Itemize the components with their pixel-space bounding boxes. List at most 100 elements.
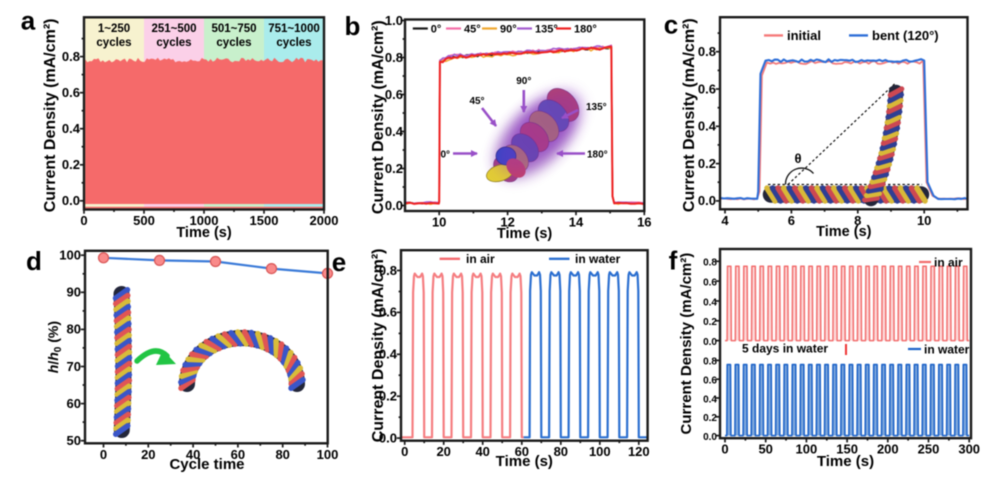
svg-text:in water: in water [924,343,970,357]
svg-text:0.6: 0.6 [385,87,403,102]
svg-text:0.6: 0.6 [379,305,397,320]
svg-text:80: 80 [554,444,568,459]
svg-text:Cycle time: Cycle time [169,456,244,473]
svg-text:Current Density (mA/cm²): Current Density (mA/cm²) [42,18,59,212]
svg-text:90°: 90° [500,24,517,36]
svg-text:8: 8 [854,213,861,228]
svg-text:16: 16 [637,215,651,230]
svg-text:0.4: 0.4 [385,124,404,139]
svg-text:0.0: 0.0 [62,193,80,208]
svg-text:0.8: 0.8 [385,50,403,65]
svg-text:501~750: 501~750 [211,23,256,35]
svg-text:Time (s): Time (s) [496,453,553,470]
svg-text:0.0: 0.0 [385,198,403,213]
svg-text:e: e [332,247,346,277]
svg-text:b: b [345,11,361,41]
svg-text:0.6: 0.6 [698,81,716,96]
svg-text:20: 20 [436,444,450,459]
svg-text:180°: 180° [587,150,608,161]
svg-text:100: 100 [796,442,818,457]
svg-text:Current Density (mA/cm²): Current Density (mA/cm²) [370,248,387,442]
svg-text:Time (s): Time (s) [817,453,874,470]
svg-text:cycles: cycles [156,37,191,49]
svg-text:300: 300 [958,442,980,457]
svg-text:100: 100 [589,444,611,459]
svg-text:0.0: 0.0 [698,193,716,208]
svg-text:0.8: 0.8 [379,263,397,278]
svg-text:40: 40 [186,447,200,462]
svg-text:50: 50 [67,433,81,448]
svg-text:90: 90 [67,285,81,300]
svg-text:0.2: 0.2 [62,157,80,172]
svg-text:0.8: 0.8 [62,49,80,64]
svg-text:0.0: 0.0 [703,432,717,443]
svg-text:0.2: 0.2 [703,413,717,424]
svg-text:θ: θ [794,151,801,166]
svg-text:0.2: 0.2 [385,161,403,176]
svg-text:0.6: 0.6 [703,376,717,387]
svg-text:0.8: 0.8 [698,44,716,59]
svg-text:initial: initial [787,28,821,43]
svg-text:0.6: 0.6 [703,277,717,288]
svg-text:0.4: 0.4 [703,297,717,308]
svg-text:12: 12 [500,215,514,230]
svg-text:0.8: 0.8 [703,357,717,368]
svg-text:20: 20 [141,447,155,462]
svg-text:Time (s): Time (s) [816,224,872,240]
svg-text:250: 250 [918,442,940,457]
svg-text:0.4: 0.4 [379,347,398,362]
svg-text:in water: in water [575,252,621,266]
svg-text:0: 0 [100,447,107,462]
svg-text:45°: 45° [469,96,484,107]
svg-text:in air: in air [934,256,963,270]
svg-text:2000: 2000 [310,213,339,228]
svg-text:d: d [26,246,42,276]
svg-text:100: 100 [317,447,339,462]
svg-text:60: 60 [515,444,529,459]
svg-text:60: 60 [231,447,245,462]
svg-text:0.8: 0.8 [703,258,717,269]
svg-text:150: 150 [836,442,858,457]
svg-text:Current Density (mA/cm²): Current Density (mA/cm²) [678,253,695,435]
svg-text:120: 120 [628,444,650,459]
svg-text:251~500: 251~500 [151,23,196,35]
svg-text:80: 80 [275,447,289,462]
svg-text:135°: 135° [586,102,607,113]
svg-text:Current Density (mA/cm²): Current Density (mA/cm²) [370,20,387,214]
svg-text:bent (120°): bent (120°) [872,28,939,43]
svg-text:1500: 1500 [250,213,279,228]
svg-text:0: 0 [80,213,87,228]
svg-text:1~250: 1~250 [98,23,130,35]
svg-text:751~1000: 751~1000 [268,23,320,35]
svg-text:0.0: 0.0 [703,337,717,348]
svg-text:135°: 135° [535,24,558,36]
svg-text:cycles: cycles [216,37,251,49]
svg-text:0.2: 0.2 [379,389,397,404]
svg-text:0: 0 [721,442,728,457]
svg-text:in air: in air [466,252,495,266]
svg-text:70: 70 [67,359,81,374]
svg-text:0.6: 0.6 [62,85,80,100]
svg-text:0°: 0° [431,24,442,36]
svg-text:h/h0 (%): h/h0 (%) [45,321,64,373]
svg-text:10: 10 [917,213,931,228]
svg-text:0.2: 0.2 [698,156,716,171]
svg-text:1000: 1000 [190,213,219,228]
svg-text:Current Density (mA/cm²): Current Density (mA/cm²) [681,18,698,212]
svg-text:cycles: cycles [96,37,131,49]
svg-text:10: 10 [432,215,446,230]
svg-text:100: 100 [59,248,81,263]
svg-text:0.2: 0.2 [703,317,717,328]
svg-text:0°: 0° [440,150,450,161]
svg-text:0.4: 0.4 [62,121,81,136]
svg-text:5 days in water: 5 days in water [742,342,828,356]
svg-text:a: a [21,6,36,36]
svg-text:c: c [664,10,678,40]
svg-text:200: 200 [877,442,899,457]
svg-text:1.0: 1.0 [385,13,403,28]
svg-text:0.4: 0.4 [703,394,717,405]
svg-text:6: 6 [788,213,795,228]
svg-text:Time (s): Time (s) [176,225,232,241]
svg-text:180°: 180° [574,24,597,36]
svg-text:500: 500 [133,213,155,228]
